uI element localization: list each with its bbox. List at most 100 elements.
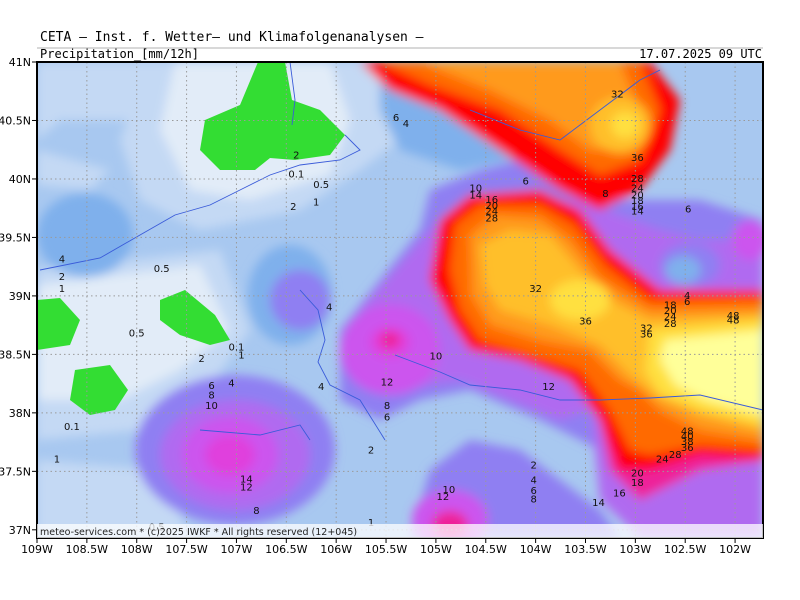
contour-label: 4: [59, 255, 65, 266]
contour-label: 0.5: [129, 328, 145, 339]
contour-label: 16: [485, 195, 498, 206]
contour-label: 24: [631, 183, 644, 194]
contour-label: 28: [664, 319, 677, 330]
zone-level-4: [665, 256, 701, 284]
lat-tick-label: 39N: [9, 290, 31, 303]
precip-field: [37, 62, 763, 538]
lon-tick-label: 103W: [619, 543, 651, 556]
zone-level-1: [37, 150, 110, 190]
lat-tick-label: 37N: [9, 524, 31, 537]
contour-label: 36: [640, 330, 653, 341]
contour-label: 8: [208, 390, 214, 401]
rivers: [39, 62, 763, 441]
contour-label: 48: [727, 311, 740, 322]
contour-label: 14: [240, 475, 253, 486]
contour-label: 10: [442, 485, 455, 496]
contour-label: 1: [54, 455, 60, 466]
lon-tick-label: 102.5W: [664, 543, 706, 556]
contour-label: 1: [59, 284, 65, 295]
contour-label: 2: [293, 151, 299, 162]
lon-tick-label: 108.5W: [66, 543, 108, 556]
contour-label: 36: [631, 153, 644, 164]
zone-level-36: [550, 280, 610, 320]
dry-zone-0.1: [160, 290, 230, 345]
zone-level-28: [420, 62, 640, 150]
lon-tick-label: 106.5W: [265, 543, 307, 556]
contour-label: 18: [664, 300, 677, 311]
contour-label: 8: [530, 494, 536, 505]
lat-tick-label: 39.5N: [0, 231, 31, 244]
contour-label: 40: [681, 431, 694, 442]
contour-label: 6: [393, 113, 399, 124]
contour-label: 20: [485, 201, 498, 212]
contour-label: 2: [290, 202, 296, 213]
contour-label: 0.1: [288, 169, 304, 180]
contour-label: 6: [685, 204, 691, 215]
contour-label: 36: [579, 317, 592, 328]
contour-label: 32: [611, 90, 624, 101]
lat-tick-label: 37.5N: [0, 465, 31, 478]
contour-label: 1: [368, 518, 374, 529]
contour-label: 24: [664, 312, 677, 323]
contour-label: 0.5: [154, 264, 170, 275]
contour-label: 4: [403, 119, 409, 130]
zone-level-36: [611, 112, 639, 138]
contour-label: 28: [631, 174, 644, 185]
contour-label: 6: [522, 176, 528, 187]
lat-tick-label: 40.5N: [0, 114, 31, 127]
contour-label: 18: [631, 478, 644, 489]
contour-label: 4: [318, 382, 324, 393]
dry-zone-0.1: [70, 365, 128, 415]
map-title: CETA — Inst. f. Wetter— und Klimafolgena…: [40, 30, 424, 45]
field-name: Precipitation_[mm/12h]: [40, 47, 199, 61]
zone-level-12: [732, 220, 763, 260]
credit-text: meteo-services.com * (c)2025 IWKF * All …: [40, 527, 357, 538]
contour-label: 38: [681, 437, 694, 448]
contour-label: 48: [727, 315, 740, 326]
contour-label: 36: [681, 443, 694, 454]
contour-label: 4: [684, 291, 690, 302]
contour-label: 18: [631, 196, 644, 207]
lon-tick-label: 107.5W: [165, 543, 207, 556]
zone-level-4: [37, 193, 133, 277]
contour-label: 24: [485, 207, 498, 218]
contour-label: 6: [384, 413, 390, 424]
contour-label: 2: [59, 272, 65, 283]
valid-time: 17.07.2025 09 UTC: [639, 47, 762, 61]
contour-label: 16: [613, 489, 626, 500]
contour-label: 12: [381, 377, 394, 388]
contour-label: 20: [631, 190, 644, 201]
contour-label: 16: [631, 202, 644, 213]
lon-tick-label: 107W: [221, 543, 253, 556]
zone-level-8: [270, 270, 330, 330]
lat-tick-label: 38.5N: [0, 348, 31, 361]
lon-tick-label: 102W: [719, 543, 751, 556]
contour-label: 6: [684, 297, 690, 308]
contour-label: 2: [530, 460, 536, 471]
contour-label: 6: [530, 486, 536, 497]
contour-label: 10: [430, 352, 443, 363]
lat-tick-label: 40N: [9, 173, 31, 186]
contour-label: 10: [205, 401, 218, 412]
lat-tick-label: 38N: [9, 407, 31, 420]
contour-label: 0.5: [313, 180, 329, 191]
contour-label: 1: [313, 197, 319, 208]
dry-zone-0.1: [37, 298, 80, 350]
zone-level-1: [37, 62, 150, 140]
contour-label: 4: [326, 303, 332, 314]
contour-label: 10: [469, 183, 482, 194]
contour-label: 8: [253, 506, 259, 517]
contour-label: 1: [238, 351, 244, 362]
zone-level-48: [660, 330, 763, 415]
contour-label: 28: [485, 214, 498, 225]
contour-label: 14: [592, 498, 605, 509]
axis-ticks: 109W 108.5W 108W 107.5W 107W 106.5W 106W 105.5W…: [0, 56, 751, 556]
lon-tick-label: 108W: [121, 543, 153, 556]
contour-label: 0.1: [64, 422, 80, 433]
zone-level-16: [380, 332, 400, 348]
contour-label: 24: [656, 455, 669, 466]
contour-label: 2: [198, 354, 204, 365]
contour-label: 4: [228, 379, 234, 390]
contour-label: 2: [368, 445, 374, 456]
